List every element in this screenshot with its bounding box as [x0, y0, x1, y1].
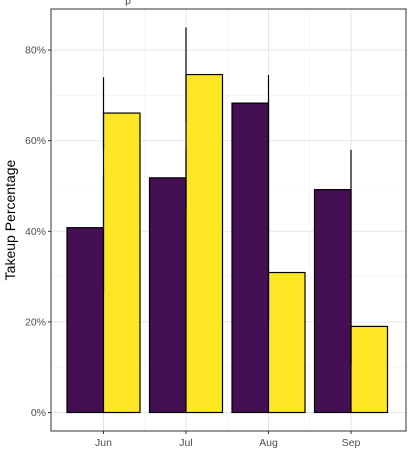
error-bars: [102, 27, 352, 365]
y-tick-label: 80%: [25, 45, 46, 57]
bar-sep-series2: [350, 325, 389, 414]
y-tick-label: 20%: [25, 316, 46, 328]
bar-jun-series2: [102, 112, 141, 414]
x-tick-label: Jun: [95, 437, 112, 449]
bars: [66, 73, 389, 414]
bar-jul-series1: [148, 177, 187, 414]
x-tick-label: Sep: [342, 437, 361, 449]
y-tick-label: 60%: [25, 135, 46, 147]
y-tick-label: 0%: [31, 407, 46, 419]
y-axis-ticks: 0% 20% 40% 60% 80%: [25, 45, 51, 419]
bar-jul-series2: [185, 73, 224, 414]
x-axis-ticks: Jun Jul Aug Sep: [95, 431, 360, 449]
y-tick-label: 40%: [25, 226, 46, 238]
bar-aug-series1: [231, 102, 270, 414]
top-fragment-label: p: [125, 0, 131, 7]
bar-aug-series2: [267, 271, 306, 414]
panel-border: [50, 8, 407, 432]
x-tick-label: Aug: [259, 437, 278, 449]
bar-sep-series1: [313, 189, 352, 414]
x-tick-label: Jul: [179, 437, 192, 449]
y-axis-title: Takeup Percentage: [2, 159, 18, 280]
bar-jun-series1: [66, 227, 105, 414]
